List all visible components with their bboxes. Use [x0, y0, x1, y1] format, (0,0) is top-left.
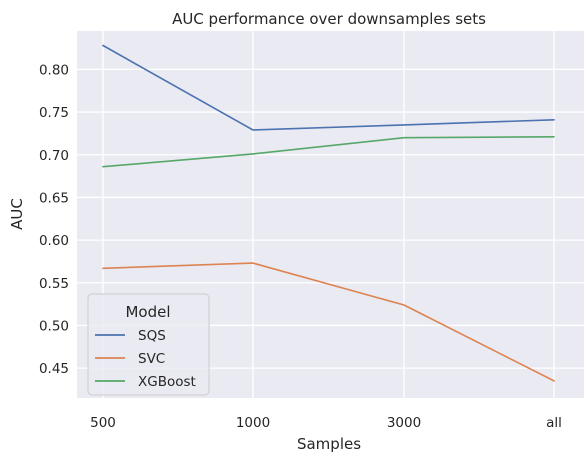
x-tick-label: 500: [90, 415, 116, 431]
x-tick-label: 3000: [387, 415, 421, 431]
legend-entries: SQS SVC XGBoost: [95, 328, 196, 390]
x-axis-label: Samples: [297, 435, 361, 453]
y-tick-label: 0.55: [39, 276, 69, 292]
x-tick-labels: 500 1000 3000 all: [90, 415, 562, 431]
grid: [77, 31, 584, 398]
legend-label: XGBoost: [138, 374, 196, 390]
x-tick-label: all: [546, 415, 562, 431]
y-tick-labels: 0.45 0.50 0.55 0.60 0.65 0.70 0.75 0.80: [39, 62, 69, 377]
chart-title: AUC performance over downsamples sets: [172, 10, 486, 28]
y-tick-label: 0.50: [39, 318, 69, 334]
y-tick-label: 0.70: [39, 148, 69, 164]
series-line-xgboost: [102, 136, 555, 168]
series-line-sqs: [102, 44, 555, 131]
y-tick-label: 0.45: [39, 361, 69, 377]
y-tick-label: 0.60: [39, 233, 69, 249]
legend-box: [87, 293, 210, 396]
legend-label: SVC: [138, 351, 165, 367]
legend: Model SQS SVC XGBoost: [87, 293, 210, 396]
y-tick-label: 0.80: [39, 62, 69, 78]
legend-label: SQS: [138, 328, 166, 344]
y-axis-label: AUC: [8, 198, 26, 230]
y-tick-label: 0.75: [39, 105, 69, 121]
x-tick-label: 1000: [236, 415, 270, 431]
series-line-svc: [102, 262, 555, 382]
series-layer: [102, 44, 555, 382]
legend-title: Model: [125, 303, 170, 321]
y-tick-label: 0.65: [39, 190, 69, 206]
